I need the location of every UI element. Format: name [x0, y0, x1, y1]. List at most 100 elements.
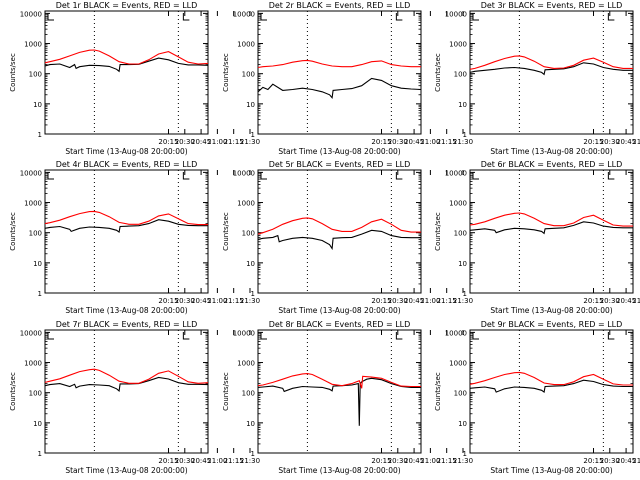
x-tick-label: 21:00: [632, 138, 640, 146]
x-tick-label: 21:00: [632, 297, 640, 305]
x-tick-label: 20:45: [616, 138, 636, 146]
x-tick-label: 20:30: [600, 297, 620, 305]
y-tick-label: 10: [33, 420, 42, 428]
y-axis-label: Counts/sec: [9, 212, 17, 251]
y-tick-label: 10: [33, 101, 42, 109]
y-tick-label: 1: [463, 131, 467, 139]
y-tick-label: 10000: [445, 10, 467, 18]
x-tick-label: 20:15: [158, 457, 178, 465]
panel-9: Det 9r BLACK = Events, RED = LLD 1 10 100 10…: [434, 320, 640, 475]
x-axis-label: Start Time (13-Aug-08 20:00:00): [490, 466, 612, 475]
y-tick-label: 1000: [24, 360, 42, 368]
corner-bracket-icon: [472, 332, 479, 340]
x-tick-label: 20:45: [191, 457, 211, 465]
panel-6: Det 6r BLACK = Events, RED = LLD 1 10 100 10…: [434, 160, 640, 315]
x-tick-label: 20:15: [371, 138, 391, 146]
y-tick-label: 1000: [24, 200, 42, 208]
y-axis-label: Counts/sec: [434, 212, 442, 251]
x-tick-label: 21:00: [207, 138, 227, 146]
x-tick-label: 21:15: [224, 457, 244, 465]
series-line-events: [469, 62, 633, 76]
panel-title: Det 3r BLACK = Events, RED = LLD: [481, 1, 623, 10]
y-tick-label: 10000: [233, 10, 255, 18]
x-axis-label: Start Time (13-Aug-08 20:00:00): [278, 147, 400, 156]
x-tick-label: 20:30: [388, 297, 408, 305]
corner-bracket-icon: [182, 332, 190, 340]
x-tick-label: 20:45: [616, 297, 636, 305]
x-tick-label: 20:30: [175, 138, 195, 146]
y-tick-label: 10000: [233, 329, 255, 337]
y-axis-label: Counts/sec: [9, 53, 17, 92]
y-tick-label: 100: [454, 390, 467, 398]
y-tick-label: 10000: [233, 169, 255, 177]
x-tick-label: 21:15: [224, 297, 244, 305]
y-axis-label: Counts/sec: [222, 53, 230, 92]
y-tick-label: 10: [33, 260, 42, 268]
y-tick-label: 1: [463, 450, 467, 458]
corner-bracket-icon: [472, 13, 479, 21]
x-tick-label: 21:30: [240, 457, 260, 465]
x-tick-label: 20:45: [404, 297, 424, 305]
panel-7: Det 7r BLACK = Events, RED = LLD 1 10 100 10…: [9, 320, 260, 475]
y-tick-label: 10000: [20, 10, 42, 18]
panel-2: Det 2r BLACK = Events, RED = LLD 1 10 100 10…: [222, 1, 473, 156]
y-axis-label: Counts/sec: [434, 53, 442, 92]
corner-bracket-icon: [260, 13, 267, 21]
x-tick-label: 21:00: [420, 138, 440, 146]
x-axis-label: Start Time (13-Aug-08 20:00:00): [490, 147, 612, 156]
panel-5: Det 5r BLACK = Events, RED = LLD 1 10 100 10…: [222, 160, 473, 315]
y-tick-label: 10: [458, 101, 467, 109]
plot-frame: [44, 329, 209, 454]
y-tick-label: 10: [246, 420, 255, 428]
x-axis-label: Start Time (13-Aug-08 20:00:00): [65, 466, 187, 475]
x-tick-label: 21:00: [632, 457, 640, 465]
x-tick-label: 20:15: [371, 457, 391, 465]
y-axis-label: Counts/sec: [222, 212, 230, 251]
series-line-lld: [257, 59, 421, 69]
y-tick-label: 1: [251, 450, 255, 458]
corner-bracket-icon: [472, 172, 479, 180]
x-tick-label: 20:45: [191, 138, 211, 146]
series-line-lld: [44, 49, 209, 65]
plot-frame: [469, 10, 634, 135]
series-line-events: [469, 221, 633, 235]
x-axis-label: Start Time (13-Aug-08 20:00:00): [490, 306, 612, 315]
x-tick-label: 21:00: [207, 457, 227, 465]
panel-4: Det 4r BLACK = Events, RED = LLD 1 10 100 10…: [9, 160, 260, 315]
x-tick-label: 20:15: [158, 138, 178, 146]
corner-bracket-icon: [395, 13, 403, 21]
series-line-lld: [469, 212, 633, 227]
y-tick-label: 100: [29, 71, 42, 79]
series-line-lld: [469, 371, 633, 386]
x-tick-label: 20:30: [175, 297, 195, 305]
series-line-events: [44, 376, 209, 392]
y-tick-label: 1: [38, 131, 42, 139]
y-axis-label: Counts/sec: [222, 372, 230, 411]
x-tick-label: 21:00: [207, 297, 227, 305]
x-tick-label: 20:45: [616, 457, 636, 465]
y-tick-label: 100: [454, 230, 467, 238]
plot-frame: [44, 10, 209, 135]
y-tick-label: 10: [246, 260, 255, 268]
x-tick-label: 20:45: [404, 138, 424, 146]
x-tick-label: 21:00: [420, 457, 440, 465]
x-tick-label: 21:30: [240, 138, 260, 146]
y-tick-label: 100: [29, 230, 42, 238]
x-tick-label: 21:00: [420, 297, 440, 305]
y-tick-label: 1000: [449, 41, 467, 49]
x-tick-label: 20:15: [583, 457, 603, 465]
y-tick-label: 10000: [20, 329, 42, 337]
corner-bracket-icon: [260, 172, 267, 180]
series-line-lld: [44, 210, 208, 226]
x-tick-label: 20:45: [404, 457, 424, 465]
x-tick-label: 21:30: [453, 457, 473, 465]
panel-title: Det 9r BLACK = Events, RED = LLD: [481, 320, 623, 329]
panel-1: Det 1r BLACK = Events, RED = LLD 1 10 100 10…: [9, 1, 260, 156]
plot-frame: [257, 329, 422, 454]
y-tick-label: 1: [251, 131, 255, 139]
y-tick-label: 1000: [449, 360, 467, 368]
series-line-lld: [44, 368, 209, 384]
y-tick-label: 100: [454, 71, 467, 79]
y-tick-label: 100: [242, 71, 255, 79]
x-tick-label: 20:15: [158, 297, 178, 305]
